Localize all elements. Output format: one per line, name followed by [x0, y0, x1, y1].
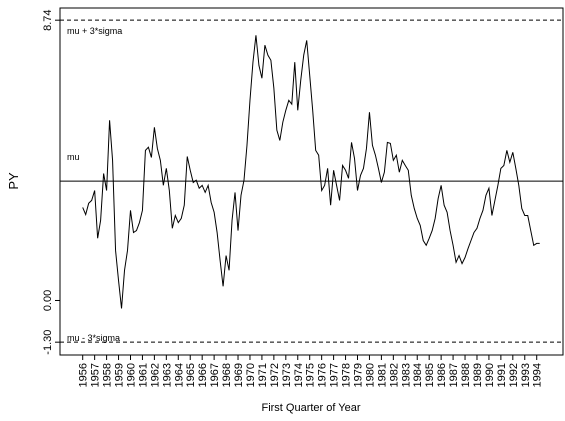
x-tick-label: 1971: [257, 363, 269, 387]
x-tick-label: 1964: [173, 363, 185, 387]
x-tick-label: 1975: [305, 363, 317, 387]
x-tick-label: 1976: [317, 363, 329, 387]
x-axis-label: First Quarter of Year: [261, 402, 360, 414]
x-tick-label: 1981: [376, 363, 388, 387]
reference-label: mu: [67, 152, 80, 162]
x-tick-label: 1983: [400, 363, 412, 387]
x-tick-label: 1986: [436, 363, 448, 387]
x-tick-label: 1979: [352, 363, 364, 387]
x-tick-label: 1985: [424, 363, 436, 387]
x-tick-label: 1988: [460, 363, 472, 387]
x-tick-label: 1993: [520, 363, 532, 387]
x-tick-label: 1989: [472, 363, 484, 387]
x-tick-label: 1956: [78, 363, 90, 387]
y-axis-label: PY: [6, 172, 21, 190]
x-tick-label: 1959: [114, 363, 126, 387]
x-tick-label: 1967: [209, 363, 221, 387]
x-tick-label: 1987: [448, 363, 460, 387]
x-tick-label: 1963: [161, 363, 173, 387]
data-line: [82, 35, 540, 309]
x-tick-label: 1984: [412, 363, 424, 387]
x-tick-label: 1982: [388, 363, 400, 387]
x-tick-label: 1994: [532, 363, 544, 387]
y-tick-label: -1.30: [42, 330, 54, 355]
x-tick-label: 1974: [293, 363, 305, 387]
x-tick-label: 1962: [149, 363, 161, 387]
x-tick-label: 1960: [125, 363, 137, 387]
x-tick-label: 1972: [269, 363, 281, 387]
x-tick-label: 1957: [90, 363, 102, 387]
reference-label: mu - 3*sigma: [67, 333, 120, 343]
x-tick-label: 1968: [221, 363, 233, 387]
x-tick-label: 1969: [233, 363, 245, 387]
x-tick-label: 1970: [245, 363, 257, 387]
x-tick-label: 1978: [341, 363, 353, 387]
reference-label: mu + 3*sigma: [67, 26, 122, 36]
x-tick-label: 1958: [102, 363, 114, 387]
x-tick-label: 1977: [329, 363, 341, 387]
x-tick-label: 1992: [508, 363, 520, 387]
x-tick-label: 1973: [281, 363, 293, 387]
x-tick-label: 1991: [496, 363, 508, 387]
x-tick-label: 1961: [137, 363, 149, 387]
x-tick-label: 1965: [185, 363, 197, 387]
x-tick-label: 1980: [364, 363, 376, 387]
y-tick-label: 8.74: [42, 9, 54, 30]
x-tick-label: 1990: [484, 363, 496, 387]
y-tick-label: 0.00: [42, 290, 54, 311]
x-tick-label: 1966: [197, 363, 209, 387]
